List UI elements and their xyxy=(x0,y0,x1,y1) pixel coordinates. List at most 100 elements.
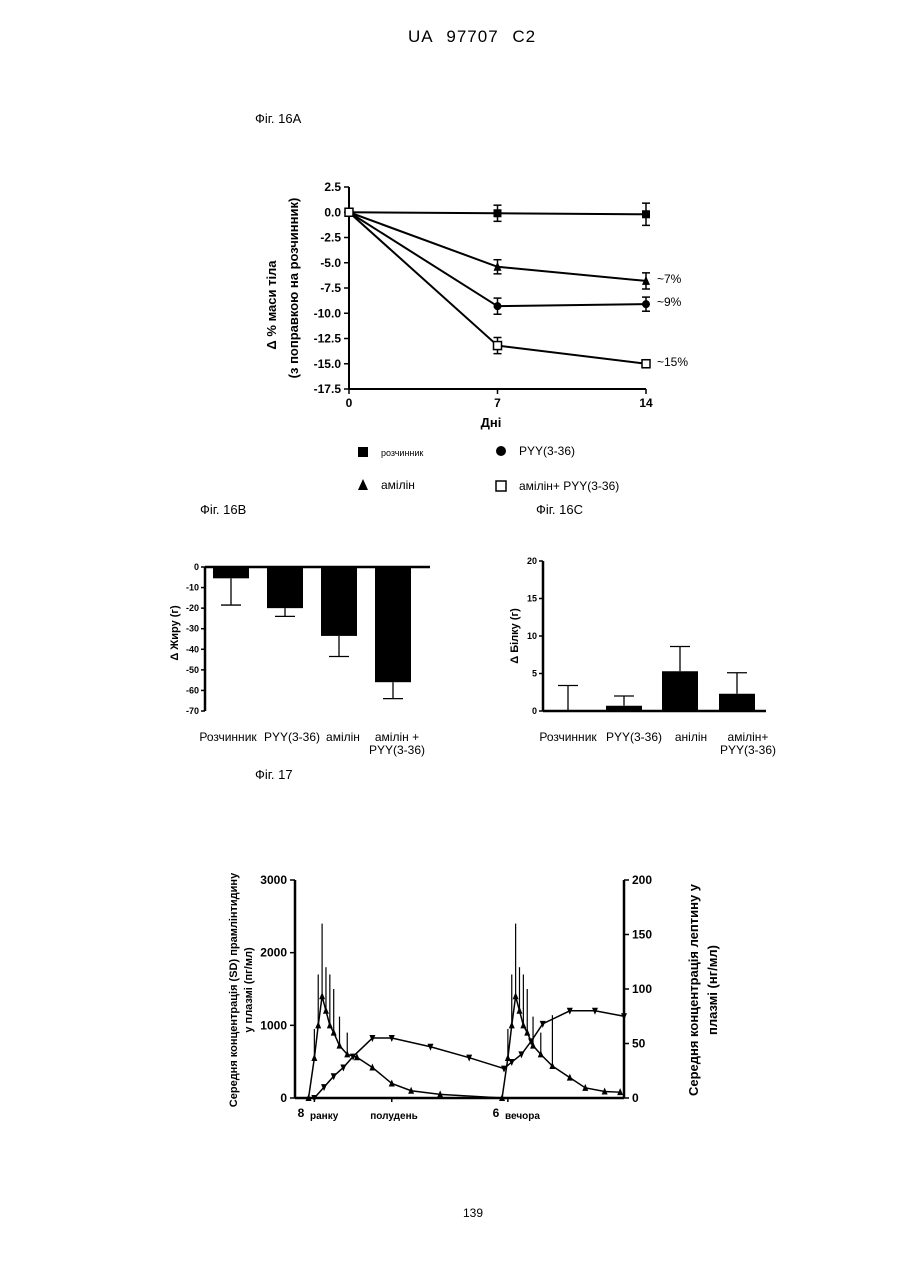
fig16a-annotation: ~15% xyxy=(657,355,688,369)
fig17-x-tick-label: полудень xyxy=(370,1111,418,1122)
page-number: 139 xyxy=(463,1206,483,1220)
fig16a-x-axis-label: Дні xyxy=(481,415,502,430)
fig16b-category-label: амілін + xyxy=(375,730,419,744)
fig16a-y-tick-label: -15.0 xyxy=(314,357,342,371)
fig17-left-tick-label: 0 xyxy=(280,1091,287,1105)
fig16c-category-label: анілін xyxy=(675,730,707,744)
fig16a-x-tick-label: 0 xyxy=(346,396,353,410)
fig16b-y-axis-label: Δ Жиру (г) xyxy=(169,605,181,661)
fig16a-data-point xyxy=(494,302,502,310)
fig17-right-axis-label-2: плазмі (нг/мл) xyxy=(705,945,720,1035)
fig16a-legend-label: PYY(3-36) xyxy=(519,444,575,458)
fig16b-bar xyxy=(213,567,249,578)
fig16c-y-axis-label: Δ Білку (г) xyxy=(509,608,521,664)
fig16b-bar xyxy=(267,567,303,608)
fig17-pramlintide-point xyxy=(516,1007,522,1014)
fig16c-bar xyxy=(550,710,586,712)
fig16b-y-tick-label: -20 xyxy=(186,603,199,613)
fig16b-y-tick-label: -40 xyxy=(186,644,199,654)
fig16a-y-axis-label-2: (з поправкою на розчинник) xyxy=(286,198,301,379)
fig17-pramlintide-point xyxy=(509,1021,515,1028)
fig17-x-tick-label: вечора xyxy=(505,1111,540,1122)
fig17-pramlintide-point xyxy=(567,1074,573,1081)
fig16a-chart: 2.5 0.0 -2.5 -5.0 -7.5 -10.0 -12.5 -15.0 -17.5 0 7… xyxy=(0,0,901,1273)
fig16a-legend-marker xyxy=(496,481,506,491)
fig16b-y-tick-label: 0 xyxy=(194,562,199,572)
fig16a-legend-marker xyxy=(358,447,368,457)
fig16b-y-tick-label: -70 xyxy=(186,706,199,716)
fig16c-y-tick-label: 5 xyxy=(532,669,537,679)
fig16c-category-label: PYY(3-36) xyxy=(720,743,776,757)
fig17-right-tick-label: 150 xyxy=(632,928,652,942)
fig16b-y-tick-label: -30 xyxy=(186,624,199,634)
fig17-pramlintide-point xyxy=(319,992,325,999)
fig16a-legend-marker xyxy=(358,479,368,490)
fig17-leptin-line xyxy=(314,1011,624,1098)
fig16c-y-tick-label: 20 xyxy=(527,556,537,566)
fig16b-category-label: Розчинник xyxy=(199,730,257,744)
fig16c-y-tick-label: 15 xyxy=(527,594,537,604)
fig16c-bar xyxy=(662,671,698,711)
fig17-leptin-point xyxy=(509,1059,515,1066)
fig16a-y-tick-label: -10.0 xyxy=(314,306,342,320)
fig17-right-tick-label: 200 xyxy=(632,873,652,887)
fig17-right-tick-label: 0 xyxy=(632,1091,639,1105)
fig16b-bar xyxy=(375,567,411,682)
fig16a-data-point xyxy=(642,360,650,368)
fig16a-legend-label: амілін xyxy=(381,478,415,492)
fig17-pramlintide-point xyxy=(513,992,519,999)
fig17-leptin-point xyxy=(518,1051,524,1058)
fig16c-category-label: PYY(3-36) xyxy=(606,730,662,744)
fig16c-bar xyxy=(719,694,755,711)
fig17-pramlintide-point xyxy=(389,1079,395,1086)
fig16a-annotation: ~7% xyxy=(657,272,682,286)
fig17-x-tick-label: ранку xyxy=(310,1111,339,1122)
fig17-leptin-point xyxy=(340,1064,346,1071)
fig16a-y-tick-label: -7.5 xyxy=(320,281,341,295)
fig17-left-tick-label: 3000 xyxy=(260,873,287,887)
fig17-right-tick-label: 100 xyxy=(632,982,652,996)
fig16a-data-point xyxy=(494,342,502,350)
fig17-pramlintide-point xyxy=(311,1054,317,1061)
fig17-x-tick-number: 8 xyxy=(298,1106,305,1120)
fig17-pramlintide-point xyxy=(315,1021,321,1028)
fig16b-category-label: PYY(3-36) xyxy=(369,743,425,757)
fig16b-category-label: амілін xyxy=(326,730,360,744)
fig16a-y-tick-label: -17.5 xyxy=(314,382,342,396)
fig17-x-tick-number: 6 xyxy=(493,1106,500,1120)
fig16a-y-axis-label: Δ % маси тіла xyxy=(264,260,279,350)
fig16c-y-tick-label: 10 xyxy=(527,631,537,641)
fig16a-y-tick-label: 0.0 xyxy=(324,205,341,219)
fig16b-category-label: PYY(3-36) xyxy=(264,730,320,744)
fig16a-data-point xyxy=(642,210,650,218)
fig16c-category-label: Розчинник xyxy=(539,730,597,744)
fig17-right-axis-label: Середня концентрація лептину у xyxy=(686,883,701,1096)
fig17-pramlintide-point xyxy=(520,1021,526,1028)
fig16a-legend-marker xyxy=(496,446,506,456)
fig16a-x-tick-label: 14 xyxy=(639,396,653,410)
fig17-leptin-point xyxy=(621,1013,627,1020)
fig16a-data-point xyxy=(494,209,502,217)
fig17-left-axis-label: Середня концентрація (SD) прамлінтидину xyxy=(228,872,240,1107)
fig17-left-axis-label-2: у плазмі (пг/мл) xyxy=(243,947,255,1033)
fig16a-legend-label: амілін+ PYY(3-36) xyxy=(519,479,619,493)
fig17-pramlintide-point xyxy=(323,1007,329,1014)
fig16b-y-tick-label: -50 xyxy=(186,665,199,675)
fig17-left-tick-label: 1000 xyxy=(260,1018,287,1032)
fig17-left-tick-label: 2000 xyxy=(260,946,287,960)
fig17-right-tick-label: 50 xyxy=(632,1037,646,1051)
fig16a-x-tick-label: 7 xyxy=(494,396,501,410)
fig16a-y-tick-label: 2.5 xyxy=(324,180,341,194)
fig16a-annotation: ~9% xyxy=(657,295,682,309)
fig16b-bar xyxy=(321,567,357,636)
fig16b-y-tick-label: -10 xyxy=(186,583,199,593)
fig16c-y-tick-label: 0 xyxy=(532,706,537,716)
fig16c-bar xyxy=(606,706,642,711)
fig16a-data-point xyxy=(642,300,650,308)
fig16a-y-tick-label: -12.5 xyxy=(314,332,342,346)
fig16b-y-tick-label: -60 xyxy=(186,685,199,695)
fig16a-data-point xyxy=(345,208,353,216)
fig16a-y-tick-label: -5.0 xyxy=(320,256,341,270)
fig16a-legend-label: розчинник xyxy=(381,448,423,458)
fig16a-y-tick-label: -2.5 xyxy=(320,231,341,245)
